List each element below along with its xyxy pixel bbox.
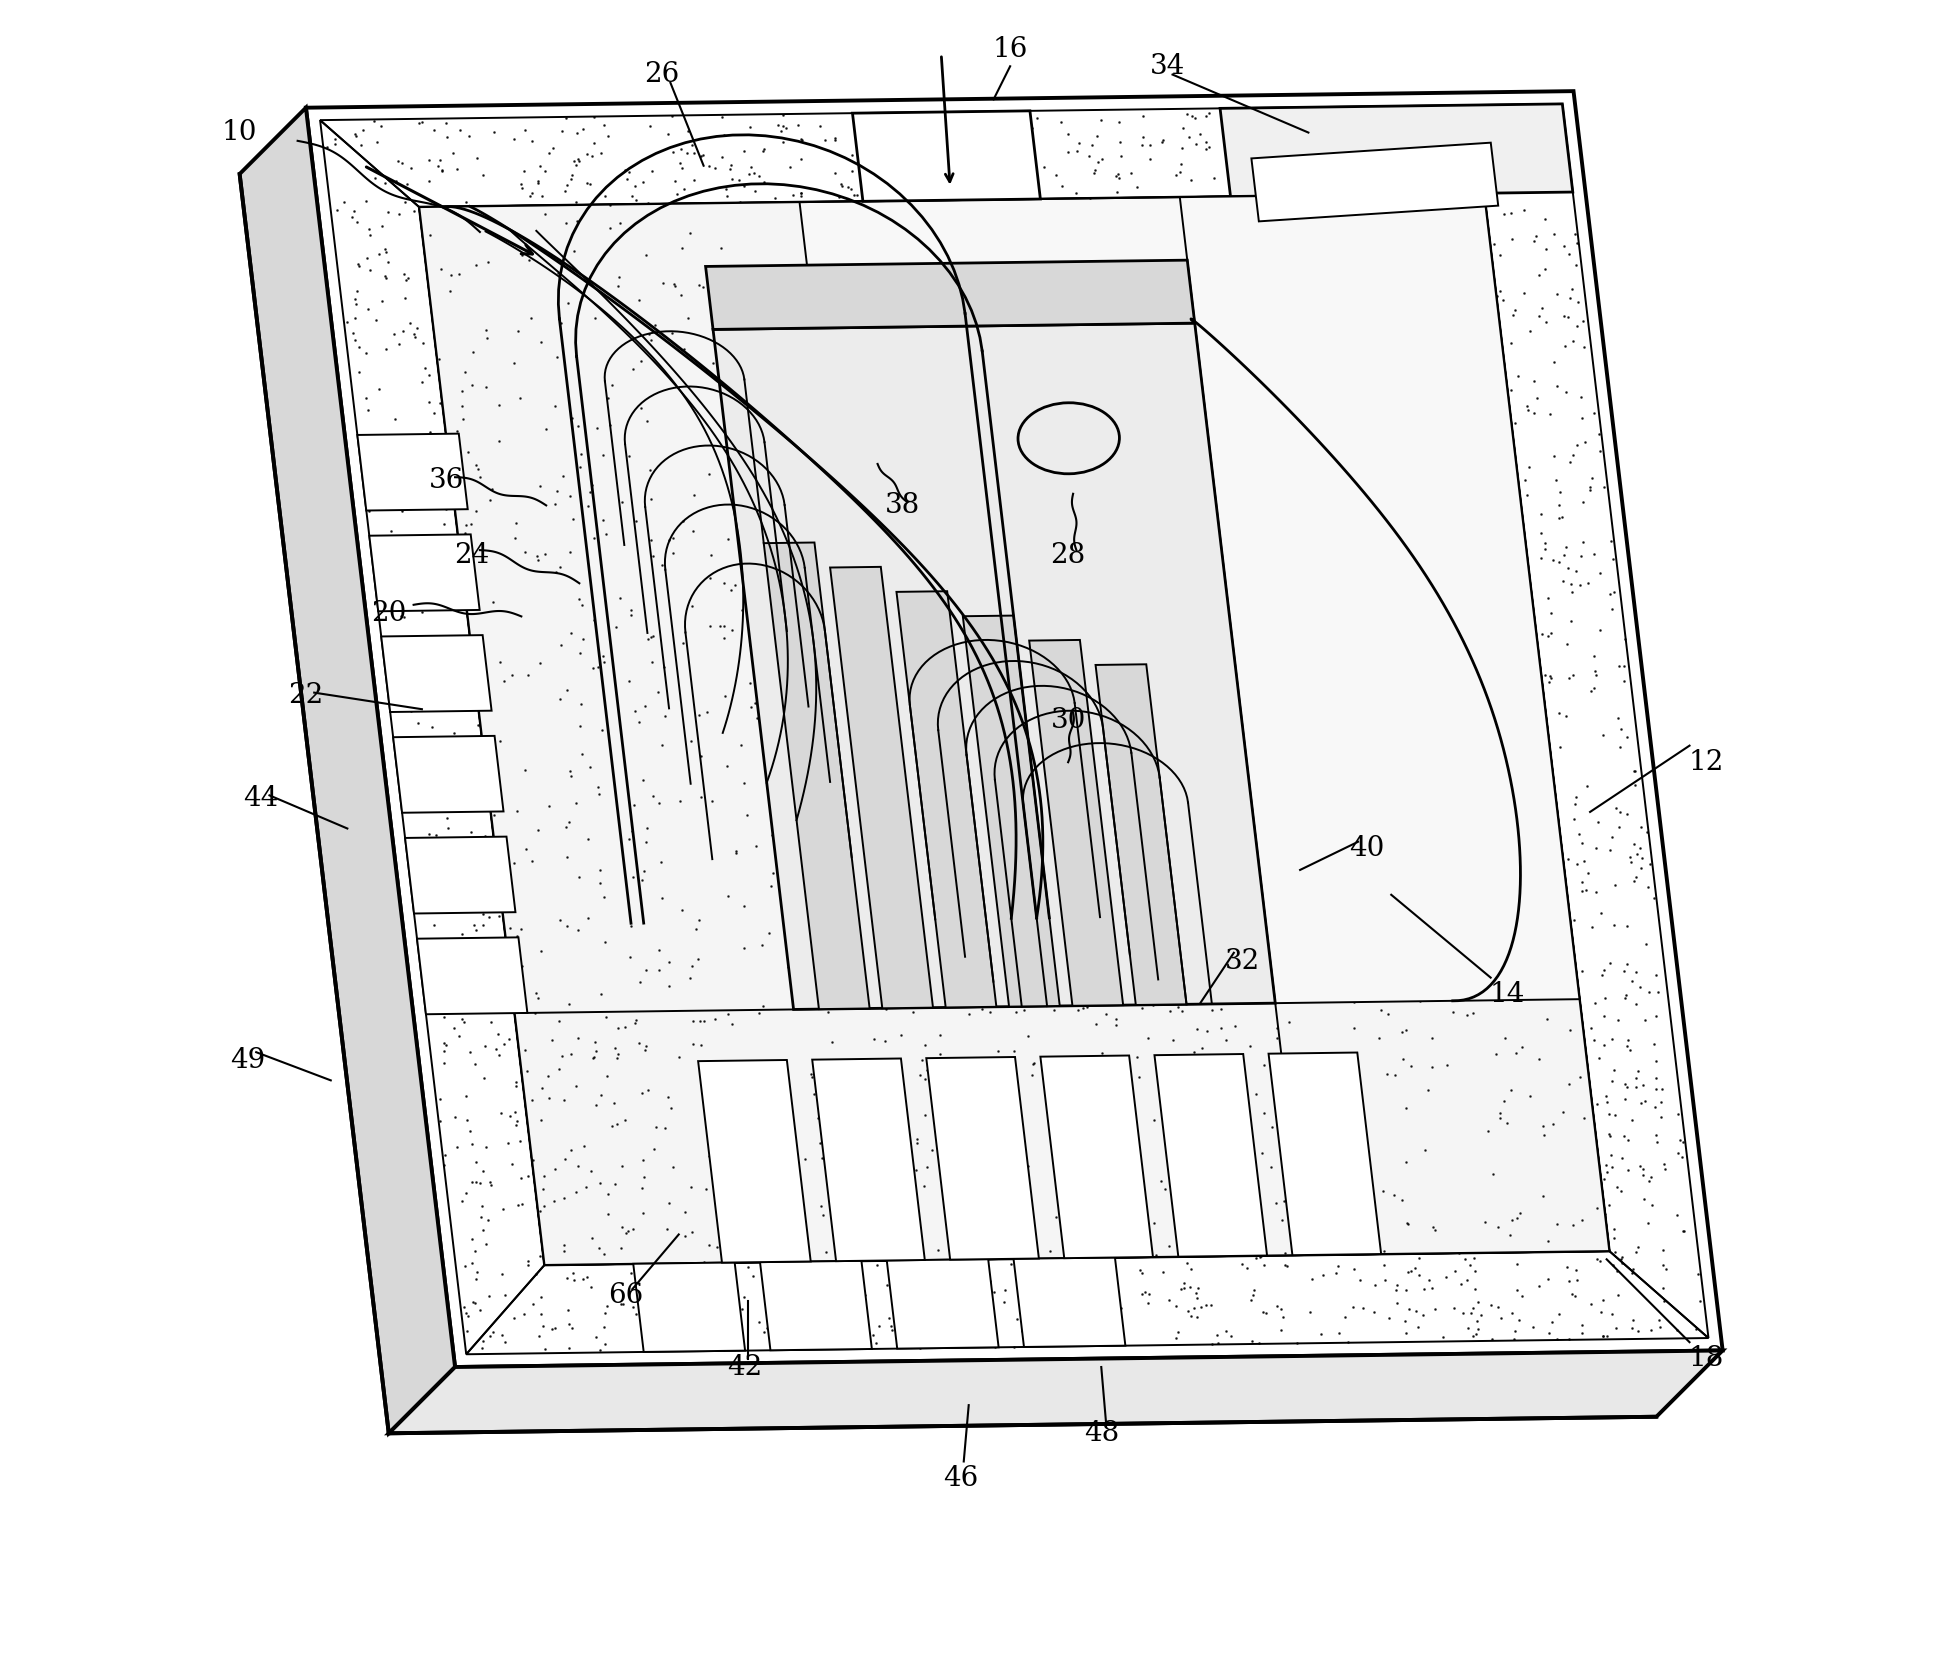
Polygon shape xyxy=(813,1059,924,1261)
Polygon shape xyxy=(963,616,1059,1007)
Text: 18: 18 xyxy=(1688,1345,1723,1372)
Polygon shape xyxy=(897,592,997,1007)
Polygon shape xyxy=(764,542,870,1009)
Polygon shape xyxy=(713,323,1276,1009)
Polygon shape xyxy=(1180,194,1579,1002)
Text: 24: 24 xyxy=(453,542,488,568)
Text: 26: 26 xyxy=(645,61,680,88)
Polygon shape xyxy=(1268,1052,1381,1256)
Text: 40: 40 xyxy=(1348,835,1383,862)
Polygon shape xyxy=(1219,104,1573,197)
Polygon shape xyxy=(369,535,479,611)
Text: 42: 42 xyxy=(727,1354,762,1380)
Text: 36: 36 xyxy=(430,467,465,494)
Polygon shape xyxy=(358,434,467,510)
Text: 30: 30 xyxy=(1051,708,1086,734)
Text: 49: 49 xyxy=(231,1047,266,1074)
Text: 22: 22 xyxy=(289,683,324,709)
Polygon shape xyxy=(420,194,1610,1264)
Text: 48: 48 xyxy=(1084,1420,1120,1447)
Polygon shape xyxy=(1096,664,1186,1004)
Polygon shape xyxy=(852,111,1040,202)
Text: 14: 14 xyxy=(1489,981,1524,1007)
Text: 44: 44 xyxy=(244,785,279,812)
Polygon shape xyxy=(887,1259,998,1349)
Polygon shape xyxy=(393,736,504,814)
Text: 28: 28 xyxy=(1051,542,1086,568)
Polygon shape xyxy=(633,1263,744,1352)
Polygon shape xyxy=(760,1261,871,1350)
Polygon shape xyxy=(420,202,924,1264)
Polygon shape xyxy=(514,999,1610,1264)
Polygon shape xyxy=(705,260,1194,330)
Polygon shape xyxy=(1155,1054,1266,1256)
Text: 12: 12 xyxy=(1688,749,1723,775)
Text: 10: 10 xyxy=(223,119,258,146)
Polygon shape xyxy=(1251,143,1499,222)
Polygon shape xyxy=(926,1057,1040,1259)
Text: 46: 46 xyxy=(942,1465,979,1491)
Polygon shape xyxy=(307,91,1723,1367)
Polygon shape xyxy=(416,938,528,1014)
Text: 20: 20 xyxy=(371,600,406,626)
Polygon shape xyxy=(698,1060,811,1263)
Polygon shape xyxy=(1014,1258,1126,1347)
Polygon shape xyxy=(240,108,455,1433)
Text: 66: 66 xyxy=(608,1283,643,1309)
Polygon shape xyxy=(381,635,492,713)
Polygon shape xyxy=(420,194,1610,1264)
Text: 32: 32 xyxy=(1225,948,1260,974)
Polygon shape xyxy=(1235,659,1610,1254)
Polygon shape xyxy=(1030,640,1124,1006)
Polygon shape xyxy=(1040,1056,1153,1258)
Polygon shape xyxy=(404,837,516,913)
Text: 38: 38 xyxy=(885,492,920,519)
Text: 16: 16 xyxy=(993,36,1028,63)
Text: 34: 34 xyxy=(1151,53,1186,80)
Polygon shape xyxy=(389,1350,1723,1433)
Polygon shape xyxy=(830,567,932,1007)
